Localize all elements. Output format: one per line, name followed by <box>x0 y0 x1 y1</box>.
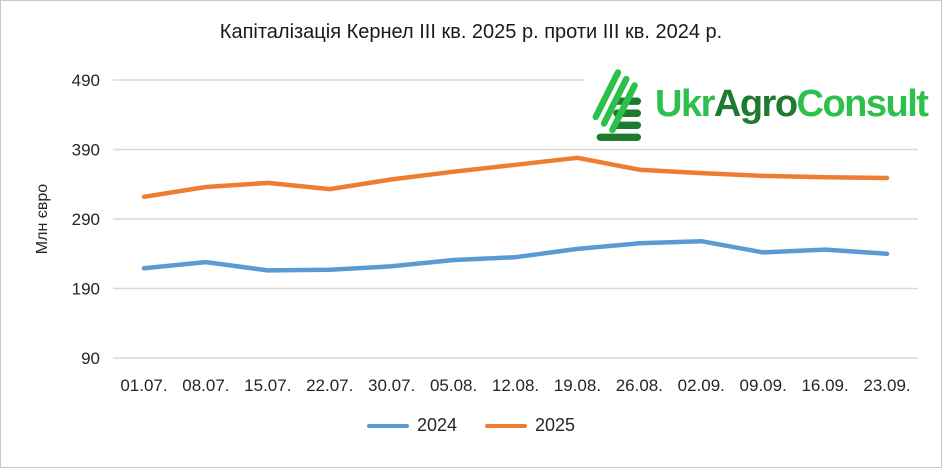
series-line-2024 <box>141 238 890 273</box>
legend-label-2025: 2025 <box>535 415 576 435</box>
y-tick-label: 290 <box>72 210 100 229</box>
x-tick-label: 30.07. <box>368 376 415 395</box>
legend-swatch-2025 <box>485 423 527 428</box>
legend-item-2025: 2025 <box>485 415 575 436</box>
logo-text-consult: Consult <box>796 83 929 125</box>
y-tick-label: 190 <box>72 280 100 299</box>
x-tick-label: 01.07. <box>120 376 167 395</box>
x-tick-label: 26.08. <box>616 376 663 395</box>
logo-text-ukr: Ukr <box>655 83 715 125</box>
x-tick-label: 16.09. <box>801 376 848 395</box>
x-tick-label: 22.07. <box>306 376 353 395</box>
x-tick-label: 09.09. <box>740 376 787 395</box>
legend-item-2024: 2024 <box>366 415 457 436</box>
y-tick-label: 90 <box>81 349 100 368</box>
x-tick-label: 12.08. <box>492 376 539 395</box>
ukragroconsult-logo-icon <box>589 67 645 141</box>
legend-label-2024: 2024 <box>416 415 457 435</box>
x-tick-label: 05.08. <box>430 376 477 395</box>
x-tick-label: 15.07. <box>244 376 291 395</box>
logo-text-agro: Agro <box>713 83 798 125</box>
y-tick-label: 390 <box>72 141 100 160</box>
legend-swatch-2024 <box>366 423 409 428</box>
ukragroconsult-logo: UkrAgroConsult <box>585 65 932 143</box>
chart-title: Капіталізація Кернел III кв. 2025 р. про… <box>219 21 723 43</box>
x-tick-label: 08.07. <box>182 376 229 395</box>
ukragroconsult-logo-text: UkrAgroConsult <box>655 83 929 125</box>
x-tick-label: 19.08. <box>554 376 601 395</box>
x-tick-label: 02.09. <box>678 376 725 395</box>
legend: 2024 2025 <box>1 415 941 436</box>
x-tick-label: 23.09. <box>863 376 910 395</box>
series-line-2025 <box>141 155 890 200</box>
y-tick-label: 490 <box>72 71 100 90</box>
